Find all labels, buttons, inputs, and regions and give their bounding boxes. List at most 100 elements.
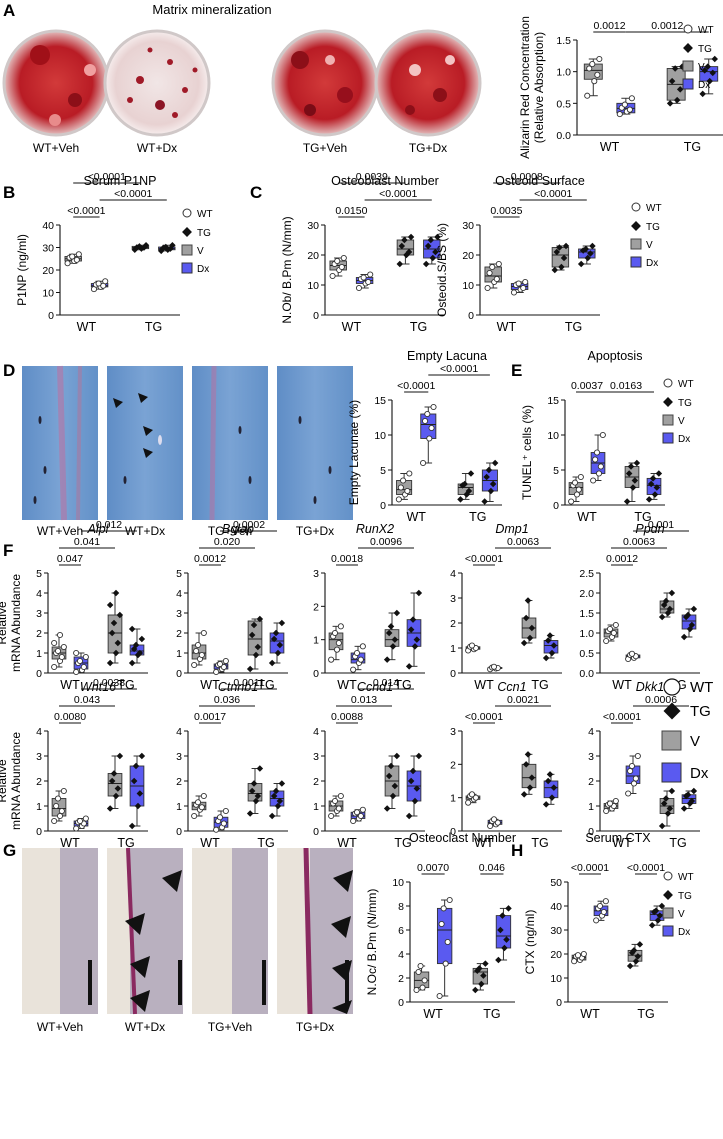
y-tick-label: 8 bbox=[398, 901, 404, 913]
x-tick-label: TG bbox=[684, 140, 701, 154]
panel-letter-b: B bbox=[3, 183, 15, 202]
data-point bbox=[446, 896, 453, 904]
p-value-label: 0.0017 bbox=[194, 711, 226, 723]
data-point bbox=[495, 956, 502, 964]
y-tick-label: 4 bbox=[588, 726, 594, 738]
data-point bbox=[128, 659, 136, 667]
y-tick-label: 0 bbox=[36, 826, 42, 838]
data-point bbox=[389, 792, 397, 800]
data-point bbox=[465, 799, 472, 806]
panel-letter-f: F bbox=[3, 541, 13, 560]
x-tick-label: TG bbox=[531, 836, 548, 850]
data-point bbox=[573, 491, 581, 498]
data-point bbox=[421, 977, 428, 984]
data-point bbox=[633, 459, 641, 467]
data-point bbox=[594, 71, 601, 78]
y-tick-label: 30 bbox=[550, 925, 562, 937]
data-point bbox=[216, 814, 224, 821]
y-tick-label: 0 bbox=[313, 826, 319, 838]
data-point bbox=[331, 629, 339, 637]
x-tick-label: TG bbox=[145, 320, 162, 334]
data-point bbox=[575, 486, 582, 493]
data-point bbox=[631, 477, 639, 484]
data-point bbox=[82, 653, 89, 661]
data-point bbox=[542, 654, 550, 662]
data-point bbox=[272, 629, 280, 637]
legend-tg-marker bbox=[182, 227, 192, 237]
y-tick-label: 1 bbox=[36, 801, 42, 813]
legend-tg-marker bbox=[683, 43, 693, 53]
chart-title: Osteoclast Number bbox=[409, 831, 516, 845]
y-tick-label: 10 bbox=[462, 280, 474, 292]
data-point bbox=[385, 629, 393, 637]
data-point bbox=[628, 95, 635, 102]
chart-apopt: Apoptosis 0 5 10 15 TUNEL⁺ cells (%) WT TG 0.003… bbox=[520, 349, 665, 524]
data-point bbox=[542, 801, 550, 808]
data-point bbox=[520, 791, 528, 798]
data-point bbox=[276, 797, 284, 805]
p-value-label: 0.0150 bbox=[335, 205, 367, 217]
data-point bbox=[276, 641, 284, 649]
legend-p1np: WT TG V Dx bbox=[181, 208, 213, 275]
x-tick-label: WT bbox=[200, 836, 220, 850]
data-point bbox=[666, 100, 674, 107]
data-point bbox=[51, 663, 58, 671]
data-point bbox=[593, 917, 600, 924]
data-point bbox=[110, 770, 118, 777]
data-point bbox=[476, 965, 483, 972]
y-tick-label: 2.0 bbox=[579, 588, 594, 600]
data-point bbox=[684, 791, 692, 799]
data-point bbox=[246, 810, 254, 817]
data-point bbox=[481, 498, 488, 505]
trap-label-tg-dx: TG+Dx bbox=[296, 1020, 334, 1034]
data-point bbox=[60, 643, 67, 651]
y-tick-label: 0 bbox=[313, 310, 319, 322]
legend-large-tg-label: TG bbox=[690, 703, 711, 720]
data-point bbox=[625, 470, 633, 477]
data-point bbox=[132, 762, 140, 770]
data-point bbox=[577, 260, 585, 268]
data-point bbox=[648, 921, 656, 929]
p-value-label: <0.0001 bbox=[465, 711, 503, 723]
data-point bbox=[593, 449, 601, 456]
data-point bbox=[515, 280, 522, 287]
data-point bbox=[422, 417, 429, 425]
y-tick-label: 4 bbox=[176, 588, 182, 600]
legend-large-wt-label: WT bbox=[690, 679, 713, 696]
y-tick-label: 1.0 bbox=[556, 67, 571, 79]
legend-large-tg-marker bbox=[663, 702, 681, 720]
legend-dx-label: Dx bbox=[678, 927, 690, 938]
data-point bbox=[626, 106, 633, 113]
plate-label-wt-veh: WT+Veh bbox=[33, 141, 79, 155]
data-point bbox=[490, 816, 498, 823]
chart-title: Apoptosis bbox=[588, 349, 643, 363]
y-tick-label: 3 bbox=[36, 608, 42, 620]
x-tick-label: TG bbox=[565, 320, 582, 334]
data-point bbox=[365, 278, 372, 286]
data-point bbox=[424, 242, 432, 250]
data-point bbox=[75, 251, 82, 258]
y-tick-label: 0 bbox=[36, 668, 42, 680]
data-point bbox=[274, 802, 282, 810]
x-tick-label: WT bbox=[600, 140, 620, 154]
data-point bbox=[495, 260, 502, 268]
data-point bbox=[360, 274, 367, 281]
legend-large: WT TG V Dx bbox=[661, 678, 713, 783]
data-point bbox=[434, 233, 441, 241]
data-point bbox=[491, 459, 499, 467]
data-point bbox=[142, 241, 150, 249]
data-point bbox=[503, 936, 510, 943]
data-point bbox=[328, 656, 335, 663]
data-point bbox=[329, 272, 336, 280]
data-point bbox=[350, 817, 357, 825]
data-point bbox=[333, 646, 341, 653]
data-point bbox=[222, 657, 229, 665]
panel-letter-c: C bbox=[250, 183, 262, 202]
box bbox=[543, 780, 559, 799]
data-point bbox=[628, 762, 636, 770]
data-point bbox=[478, 980, 485, 988]
y-tick-label: 2 bbox=[450, 618, 456, 630]
p-value-label: 0.0039 bbox=[356, 171, 388, 183]
plate-label-tg-veh: TG+Veh bbox=[303, 141, 347, 155]
